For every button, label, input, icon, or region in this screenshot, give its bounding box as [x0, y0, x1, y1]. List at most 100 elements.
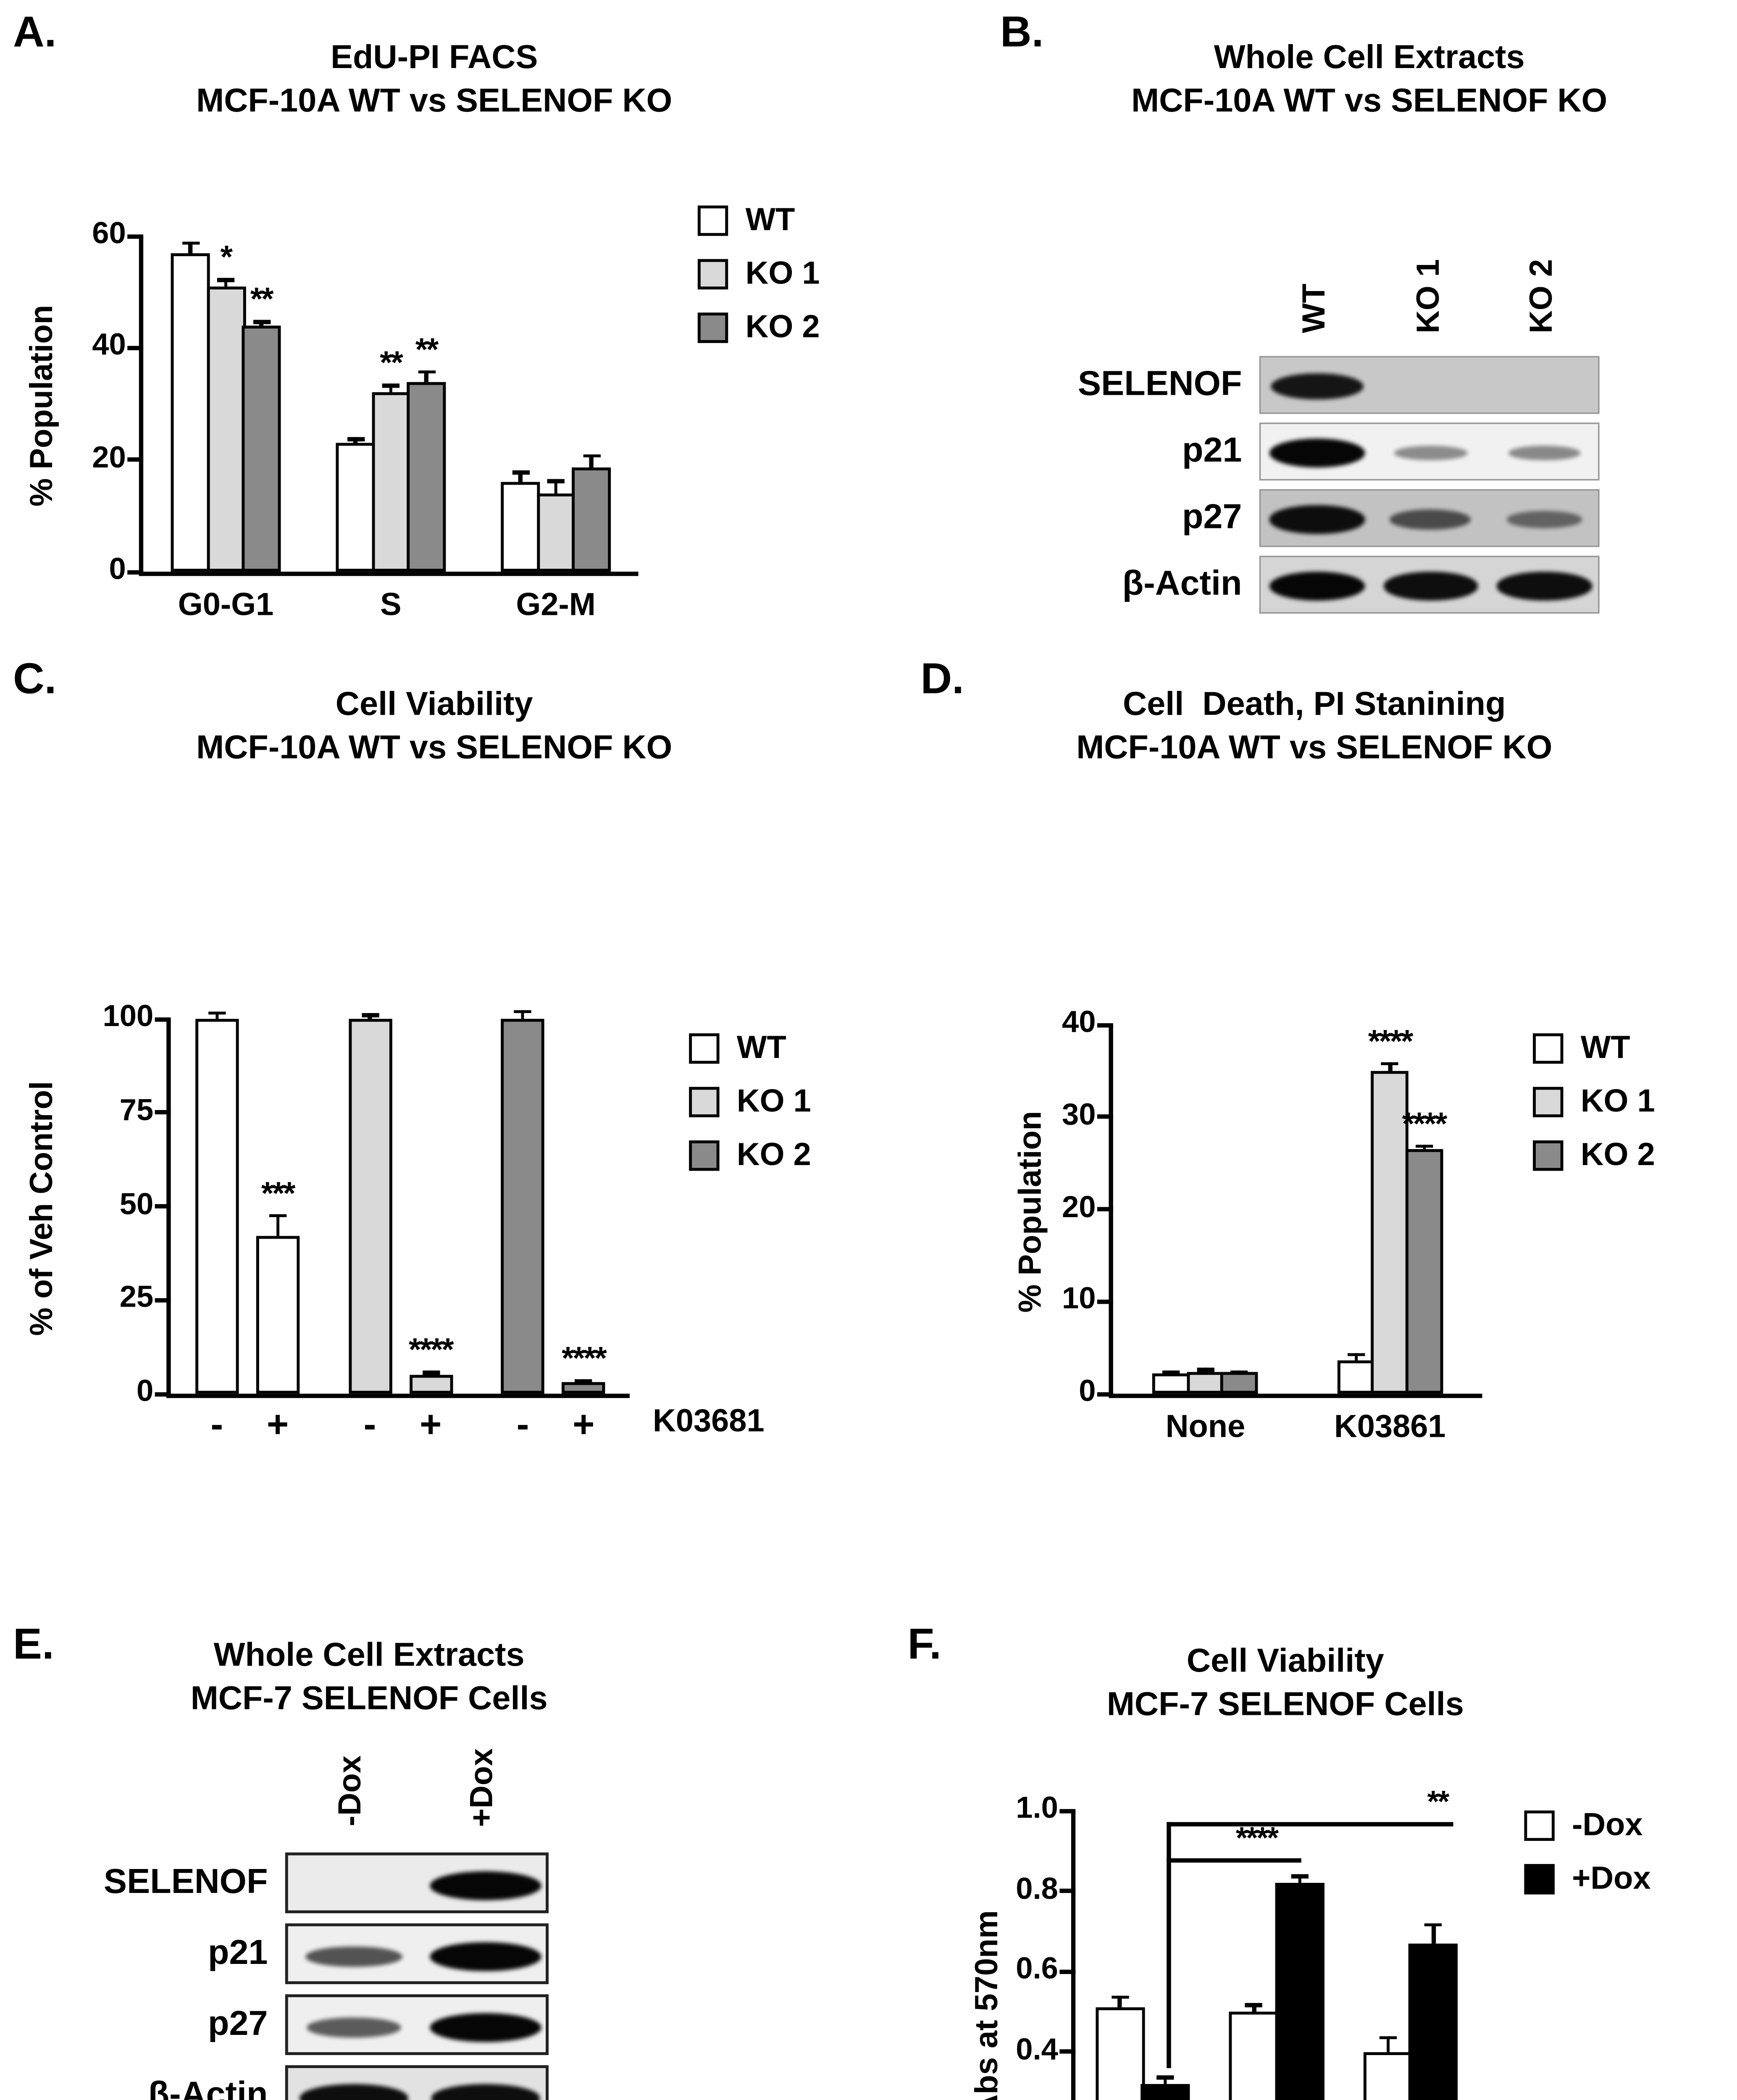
bars-area: siNegsip27sip21: [1075, 1811, 1478, 2100]
y-axis-tick: [1097, 1207, 1113, 1212]
protein-band: [306, 1946, 402, 1967]
legend-item: +Dox: [1524, 1860, 1651, 1898]
bar-+Dox-sip27: [1275, 1883, 1324, 2100]
legend-item: KO 1: [689, 1082, 811, 1120]
error-bar-cap: [217, 278, 235, 282]
y-tick-label: 0: [109, 553, 126, 586]
panel-a-title-line2: MCF-10A WT vs SELENOF KO: [196, 81, 673, 119]
error-bar-cap: [514, 1009, 532, 1013]
bar-group: siNeg: [1075, 1811, 1209, 2100]
y-tick-label: 20: [1062, 1190, 1096, 1224]
x-category-label: G0-G1: [178, 586, 274, 622]
bar-KO 1-None: [1186, 1371, 1225, 1394]
bar-group: ** ** S: [308, 236, 473, 622]
western-blot-panel-e: -Dox +Dox SELENOF p21 p27 β-Actin: [10, 1737, 549, 2100]
legend-swatch: [689, 1032, 720, 1063]
panel-c-title: Cell Viability MCF-10A WT vs SELENOF KO: [101, 682, 767, 769]
panel-a: A. EdU-PI FACS MCF-10A WT vs SELENOF KO …: [0, 0, 955, 644]
bar-KO 2-G0-G1: [242, 325, 281, 572]
protein-label: p27: [1182, 498, 1242, 537]
bar-group: - **** +: [477, 1009, 630, 1446]
legend-label: KO 2: [745, 308, 820, 345]
blot-strip: [285, 1923, 549, 1984]
bar-group: * ** G0-G1: [143, 236, 308, 622]
error-bar-cap: [582, 454, 600, 458]
legend-swatch: [1524, 1809, 1555, 1840]
panel-a-letter: A.: [13, 8, 57, 57]
error-bar-cap: [1415, 1144, 1433, 1148]
error-bar-cap: [1245, 2003, 1263, 2008]
y-tick-label: 25: [119, 1281, 154, 1315]
lane-label: KO 1: [1409, 258, 1445, 333]
lane-labels: WT KO 1 KO 2: [970, 243, 1600, 333]
bar-WT: [256, 1236, 300, 1394]
error-bar-cap: [422, 1371, 439, 1375]
bar-KO 1: [409, 1375, 452, 1394]
legend-label: KO 1: [745, 255, 820, 291]
viability-mcf7-bar-chart: 0.00.20.40.60.81.0siNegsip27sip21******: [1016, 1786, 1478, 2100]
blot-row: β-Actin: [10, 2065, 549, 2100]
blot-row: p21: [970, 423, 1600, 481]
legend: WT KO 1 KO 2: [689, 1029, 811, 1174]
bar-KO 2-G2-M: [572, 468, 611, 572]
error-bar-cap: [512, 471, 529, 475]
protein-band: [1497, 572, 1592, 600]
panel-b-letter: B.: [1000, 8, 1044, 57]
bar-group: None: [1113, 1025, 1298, 1444]
legend-item: KO 2: [689, 1136, 811, 1174]
bar-KO 1: [348, 1018, 392, 1394]
legend-label: KO 1: [1580, 1082, 1655, 1119]
bar-WT-K03861: [1337, 1360, 1375, 1394]
protein-label: p21: [208, 1933, 268, 1973]
protein-band: [429, 2013, 542, 2042]
error-bar-cap: [1425, 1923, 1443, 1927]
lane-label: +Dox: [462, 1748, 499, 1827]
western-blot-panel-b: WT KO 1 KO 2 SELENOF p21 p27 β-Actin: [970, 243, 1600, 622]
legend-item: -Dox: [1524, 1806, 1650, 1844]
panel-c-letter: C.: [13, 655, 57, 704]
y-tick-label: 60: [92, 217, 126, 251]
error-bar-cap: [181, 242, 199, 245]
panel-e-title-line2: MCF-7 SELENOF Cells: [190, 1679, 548, 1717]
blot-row: SELENOF: [970, 356, 1600, 414]
error-bar-cap: [547, 479, 565, 483]
legend-label: WT: [736, 1029, 786, 1066]
legend: WT KO 1 KO 2: [1533, 1029, 1655, 1174]
protein-band: [429, 1871, 542, 1900]
blot-strip: [285, 2065, 549, 2100]
y-tick-label: 0.8: [1016, 1872, 1058, 1906]
protein-band: [299, 2084, 409, 2100]
significance-label: *: [220, 239, 233, 275]
legend-label: WT: [745, 201, 795, 238]
y-tick-label: 0.4: [1016, 2033, 1058, 2066]
x-category-label: S: [380, 586, 402, 622]
error-bar: [554, 479, 558, 494]
error-bar-cap: [1230, 1370, 1248, 1375]
error-bar-cap: [1196, 1368, 1214, 1372]
bar-KO 2: [501, 1018, 545, 1394]
y-axis-label: % of Veh Control: [23, 1081, 60, 1336]
panel-d-title: Cell Death, PI Stanining MCF-10A WT vs S…: [981, 682, 1647, 769]
error-bar-cap: [1156, 2076, 1174, 2080]
protein-label: SELENOF: [103, 1862, 268, 1902]
protein-band: [1270, 505, 1365, 534]
panel-c-title-line1: Cell Viability: [335, 684, 533, 722]
blot-strip: [1259, 556, 1600, 614]
error-bar: [1118, 1995, 1122, 2008]
panel-f-title-line2: MCF-7 SELENOF Cells: [1106, 1685, 1464, 1723]
error-bar: [1432, 1923, 1436, 1943]
error-bar-cap: [1111, 1995, 1129, 1999]
y-axis-tick: [155, 1391, 171, 1396]
x-tick-label: +: [573, 1402, 595, 1446]
blot-strip: [285, 1994, 549, 2055]
blot-row: SELENOF: [10, 1852, 549, 1914]
y-tick-label: 20: [92, 441, 126, 475]
error-bar: [424, 370, 428, 382]
y-axis-tick: [127, 345, 144, 350]
blot-strip: [285, 1852, 549, 1914]
panel-a-title-line1: EdU-PI FACS: [331, 37, 538, 76]
bar-WT-G2-M: [501, 482, 540, 572]
protein-label: p21: [1182, 431, 1242, 470]
legend-swatch: [697, 258, 728, 289]
bar--Dox-sip21: [1363, 2052, 1413, 2100]
